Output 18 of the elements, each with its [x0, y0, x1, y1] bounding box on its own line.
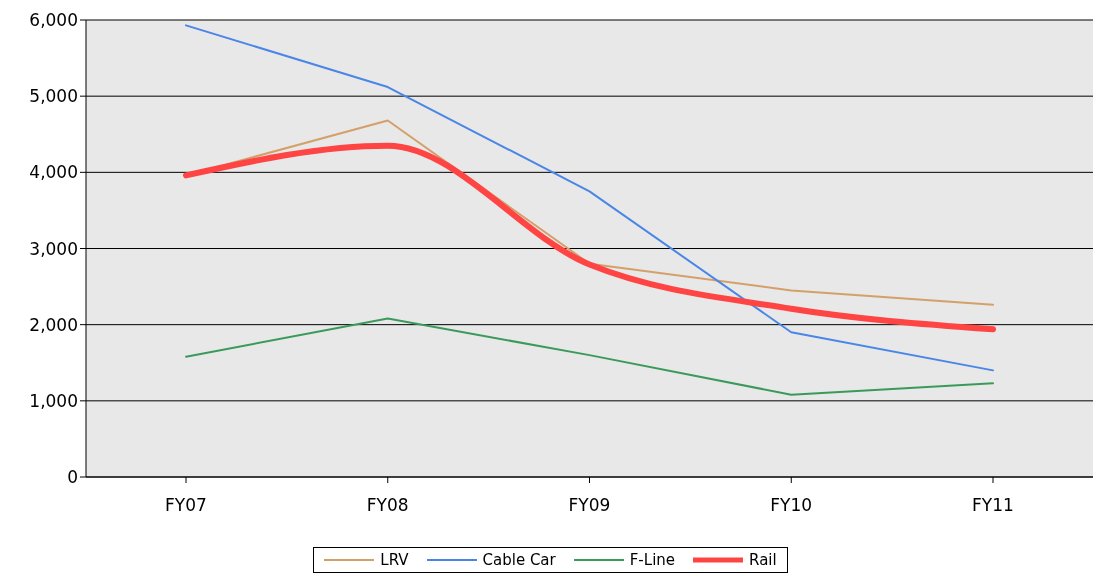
legend-label: Cable Car	[481, 551, 556, 569]
y-tick-label: 0	[67, 467, 78, 488]
y-tick-label: 4,000	[29, 162, 78, 183]
x-tick-label: FY07	[165, 495, 207, 516]
x-tick-label: FY10	[770, 495, 813, 516]
line-series	[185, 24, 994, 372]
x-tick-label: FY11	[972, 495, 1014, 516]
y-tick-label: 1,000	[29, 390, 78, 411]
y-tick-label: 6,000	[29, 10, 78, 31]
legend-label: F-Line	[628, 551, 676, 569]
legend-label: LRV	[379, 551, 409, 569]
y-tick-label: 3,000	[29, 238, 78, 259]
y-tick-label: 2,000	[29, 314, 78, 335]
line-series	[185, 317, 994, 396]
legend-label: Rail	[748, 551, 777, 569]
y-tick-label: 5,000	[29, 86, 78, 107]
x-tick-label: FY08	[366, 495, 409, 516]
x-tick-label: FY09	[568, 495, 611, 516]
